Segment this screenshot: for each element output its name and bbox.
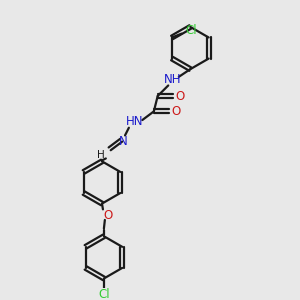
Text: N: N xyxy=(119,135,128,148)
Text: Cl: Cl xyxy=(98,288,110,300)
Text: O: O xyxy=(103,208,112,222)
Text: O: O xyxy=(171,105,181,118)
Text: HN: HN xyxy=(126,116,143,128)
Text: O: O xyxy=(175,89,184,103)
Text: H: H xyxy=(97,150,105,160)
Text: Cl: Cl xyxy=(185,24,197,37)
Text: NH: NH xyxy=(164,73,182,86)
